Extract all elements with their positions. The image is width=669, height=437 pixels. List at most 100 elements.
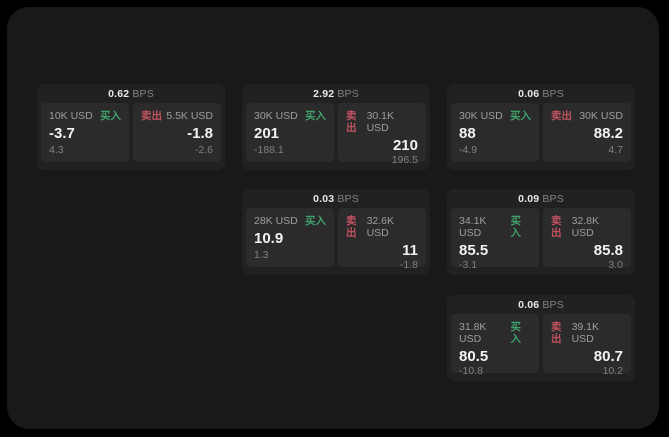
sell-direction-label: 卖出	[551, 110, 572, 122]
buy-direction-label: 买入	[305, 215, 326, 227]
buy-price: 10.9	[254, 230, 284, 247]
sell-panel[interactable]: 卖出 39.1K USD 80.7 10.2	[543, 314, 631, 377]
sell-panel-header: 卖出 30.1K USD	[346, 110, 418, 134]
sell-panel-header: 卖出 5.5K USD	[141, 110, 213, 122]
buy-direction-label: 买入	[100, 110, 121, 122]
card-body: 31.8K USD 买入 80.5 -10.8 卖出 39.1K USD 80.…	[447, 314, 635, 377]
quote-card: 0.06 BPS 30K USD 买入 88 -4.9 卖出 30K USD 88…	[447, 84, 635, 170]
sell-panel[interactable]: 卖出 30K USD 88.2 4.7	[543, 103, 631, 162]
buy-panel-header: 10K USD 买入	[49, 110, 121, 122]
main-panel: 0.62 BPS 10K USD 买入 -3.7 4.3 卖出 5.5K USD …	[7, 7, 659, 429]
sell-delta: 10.2	[602, 365, 623, 377]
sell-delta: 3.0	[608, 259, 623, 271]
sell-direction-label: 卖出	[551, 215, 562, 239]
bps-value: 2.92	[313, 88, 335, 100]
buy-amount-label: 31.8K USD	[459, 321, 487, 345]
buy-delta: -10.8	[459, 365, 483, 377]
bps-value: 0.09	[518, 193, 540, 205]
buy-delta: 4.3	[49, 144, 64, 156]
buy-panel-header: 30K USD 买入	[459, 110, 531, 122]
buy-price: 85.5	[459, 242, 489, 259]
buy-panel-header: 30K USD 买入	[254, 110, 326, 122]
bps-unit-label: BPS	[132, 88, 154, 100]
sell-direction-label: 卖出	[346, 215, 357, 239]
buy-amount-label: 34.1K USD	[459, 215, 487, 239]
sell-panel-header: 卖出 39.1K USD	[551, 321, 623, 345]
bps-value: 0.03	[313, 193, 335, 205]
sell-panel-header: 卖出 32.8K USD	[551, 215, 623, 239]
sell-panel[interactable]: 卖出 32.6K USD 11 -1.8	[338, 208, 426, 271]
quote-card: 0.09 BPS 34.1K USD 买入 85.5 -3.1 卖出 32.8K …	[447, 189, 635, 275]
bps-value: 0.06	[518, 299, 540, 311]
sell-delta: 196.5	[391, 154, 418, 166]
sell-price: 80.7	[593, 348, 623, 365]
bps-unit-label: BPS	[542, 299, 564, 311]
buy-panel-header: 31.8K USD 买入	[459, 321, 531, 345]
card-body: 30K USD 买入 201 -188.1 卖出 30.1K USD 210 1…	[242, 103, 430, 166]
card-body: 10K USD 买入 -3.7 4.3 卖出 5.5K USD -1.8 -2.…	[37, 103, 225, 166]
card-header: 0.62 BPS	[37, 84, 225, 103]
buy-delta: -3.1	[459, 259, 478, 271]
quote-card: 0.62 BPS 10K USD 买入 -3.7 4.3 卖出 5.5K USD …	[37, 84, 225, 170]
sell-price: 210	[392, 137, 418, 154]
buy-direction-label: 买入	[510, 321, 521, 345]
buy-price: 80.5	[459, 348, 489, 365]
bps-unit-label: BPS	[337, 193, 359, 205]
sell-panel-header: 卖出 30K USD	[551, 110, 623, 122]
sell-amount-label: 30.1K USD	[366, 110, 395, 134]
sell-delta: -2.6	[194, 144, 213, 156]
quote-card: 0.06 BPS 31.8K USD 买入 80.5 -10.8 卖出 39.1K…	[447, 295, 635, 381]
card-body: 34.1K USD 买入 85.5 -3.1 卖出 32.8K USD 85.8…	[447, 208, 635, 271]
card-header: 0.09 BPS	[447, 189, 635, 208]
sell-amount-label: 5.5K USD	[166, 110, 213, 122]
card-header: 0.06 BPS	[447, 84, 635, 103]
quote-card: 0.03 BPS 28K USD 买入 10.9 1.3 卖出 32.6K USD…	[242, 189, 430, 275]
sell-panel[interactable]: 卖出 5.5K USD -1.8 -2.6	[133, 103, 221, 162]
buy-direction-label: 买入	[305, 110, 326, 122]
sell-amount-label: 32.6K USD	[366, 215, 395, 239]
bps-value: 0.62	[108, 88, 130, 100]
buy-panel-header: 34.1K USD 买入	[459, 215, 531, 239]
buy-price: 88	[459, 125, 476, 142]
card-body: 30K USD 买入 88 -4.9 卖出 30K USD 88.2 4.7	[447, 103, 635, 166]
buy-delta: 1.3	[254, 249, 269, 261]
buy-panel[interactable]: 10K USD 买入 -3.7 4.3	[41, 103, 129, 162]
sell-delta: -1.8	[399, 259, 418, 271]
buy-amount-label: 30K USD	[254, 110, 298, 122]
sell-direction-label: 卖出	[141, 110, 162, 122]
card-body: 28K USD 买入 10.9 1.3 卖出 32.6K USD 11 -1.8	[242, 208, 430, 271]
sell-panel[interactable]: 卖出 32.8K USD 85.8 3.0	[543, 208, 631, 271]
buy-direction-label: 买入	[510, 110, 531, 122]
bps-unit-label: BPS	[542, 88, 564, 100]
sell-amount-label: 32.8K USD	[571, 215, 600, 239]
buy-panel[interactable]: 30K USD 买入 88 -4.9	[451, 103, 539, 162]
buy-panel[interactable]: 34.1K USD 买入 85.5 -3.1	[451, 208, 539, 271]
buy-panel[interactable]: 31.8K USD 买入 80.5 -10.8	[451, 314, 539, 377]
sell-price: 88.2	[593, 125, 623, 142]
buy-delta: -188.1	[254, 144, 284, 156]
buy-amount-label: 30K USD	[459, 110, 503, 122]
sell-price: 85.8	[593, 242, 623, 259]
bps-unit-label: BPS	[337, 88, 359, 100]
sell-panel-header: 卖出 32.6K USD	[346, 215, 418, 239]
sell-delta: 4.7	[608, 144, 623, 156]
sell-amount-label: 30K USD	[579, 110, 623, 122]
card-header: 2.92 BPS	[242, 84, 430, 103]
buy-price: 201	[254, 125, 280, 142]
buy-panel[interactable]: 28K USD 买入 10.9 1.3	[246, 208, 334, 267]
sell-direction-label: 卖出	[346, 110, 357, 134]
bps-unit-label: BPS	[542, 193, 564, 205]
buy-direction-label: 买入	[510, 215, 521, 239]
card-header: 0.03 BPS	[242, 189, 430, 208]
card-header: 0.06 BPS	[447, 295, 635, 314]
sell-price: 11	[402, 242, 418, 259]
sell-direction-label: 卖出	[551, 321, 562, 345]
buy-amount-label: 28K USD	[254, 215, 298, 227]
sell-price: -1.8	[187, 125, 213, 142]
buy-panel-header: 28K USD 买入	[254, 215, 326, 227]
buy-panel[interactable]: 30K USD 买入 201 -188.1	[246, 103, 334, 162]
bps-value: 0.06	[518, 88, 540, 100]
buy-price: -3.7	[49, 125, 75, 142]
quote-card: 2.92 BPS 30K USD 买入 201 -188.1 卖出 30.1K U…	[242, 84, 430, 170]
sell-panel[interactable]: 卖出 30.1K USD 210 196.5	[338, 103, 426, 166]
